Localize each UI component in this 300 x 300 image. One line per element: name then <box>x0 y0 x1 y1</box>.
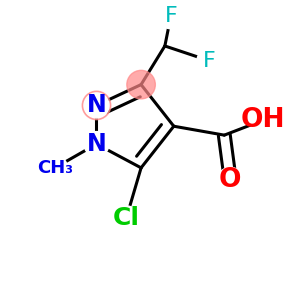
Text: N: N <box>87 132 106 156</box>
Text: F: F <box>203 51 216 71</box>
Circle shape <box>84 93 109 118</box>
Text: Cl: Cl <box>113 206 140 230</box>
Circle shape <box>197 48 222 73</box>
Circle shape <box>127 70 155 99</box>
Circle shape <box>218 167 243 192</box>
Circle shape <box>250 108 275 133</box>
Text: CH₃: CH₃ <box>37 159 73 177</box>
Circle shape <box>42 155 68 180</box>
Circle shape <box>84 132 109 157</box>
Text: F: F <box>164 6 177 26</box>
Text: OH: OH <box>241 107 285 133</box>
Text: N: N <box>87 93 106 117</box>
Text: O: O <box>219 167 242 193</box>
Circle shape <box>82 91 111 120</box>
Circle shape <box>114 206 139 231</box>
Circle shape <box>158 4 183 29</box>
